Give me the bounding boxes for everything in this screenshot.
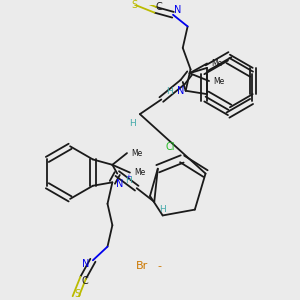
Text: Me: Me — [131, 148, 142, 158]
Text: Me: Me — [211, 59, 223, 68]
Text: Br: Br — [136, 261, 148, 271]
Text: S: S — [131, 0, 137, 10]
Text: Me: Me — [134, 168, 145, 177]
Text: Cl: Cl — [166, 142, 175, 152]
Text: -: - — [158, 261, 162, 271]
Text: H: H — [159, 205, 165, 214]
Text: N: N — [116, 179, 123, 189]
Text: N: N — [174, 5, 182, 15]
Text: H: H — [126, 176, 132, 185]
Text: N: N — [82, 259, 90, 269]
Text: N: N — [177, 86, 184, 96]
Text: C: C — [82, 276, 88, 286]
Text: H: H — [129, 119, 136, 128]
Text: +: + — [125, 175, 131, 181]
Text: H: H — [166, 87, 172, 96]
Text: C: C — [155, 2, 162, 12]
Text: Me: Me — [213, 76, 224, 85]
Text: S: S — [74, 290, 80, 299]
